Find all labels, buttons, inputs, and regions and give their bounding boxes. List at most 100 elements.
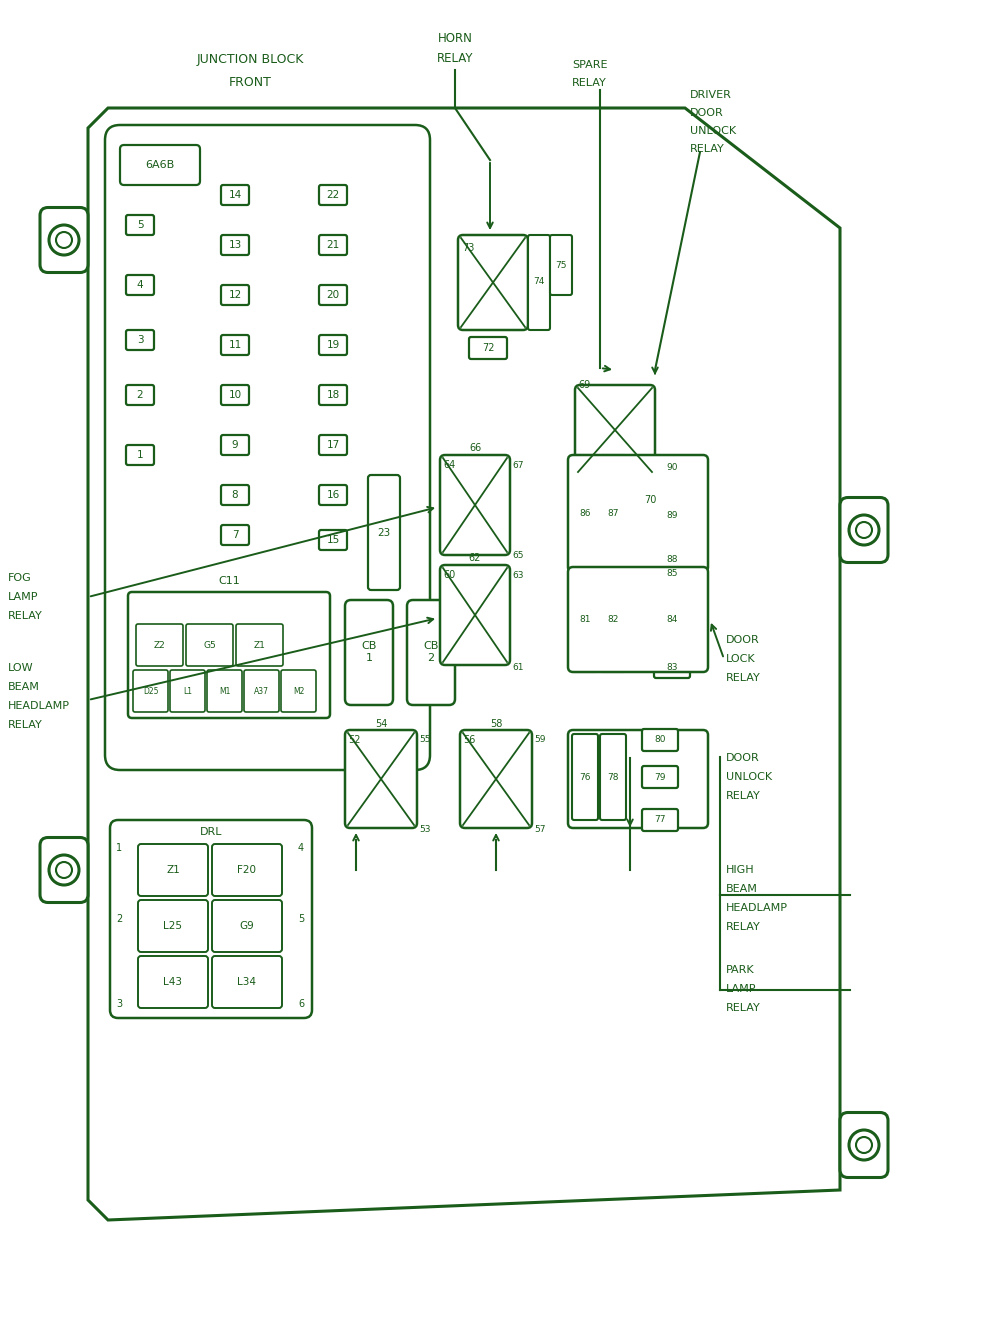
FancyBboxPatch shape	[407, 600, 455, 705]
FancyBboxPatch shape	[105, 125, 430, 770]
FancyBboxPatch shape	[126, 445, 154, 464]
Text: 79: 79	[655, 772, 666, 782]
FancyBboxPatch shape	[212, 900, 282, 951]
FancyBboxPatch shape	[345, 600, 393, 705]
Text: DRL: DRL	[199, 827, 222, 837]
Text: 55: 55	[419, 735, 431, 744]
FancyBboxPatch shape	[550, 235, 572, 295]
Text: 6: 6	[298, 999, 305, 1009]
FancyBboxPatch shape	[319, 235, 347, 255]
Text: RELAY: RELAY	[726, 1003, 761, 1013]
FancyBboxPatch shape	[212, 844, 282, 896]
Text: 16: 16	[326, 490, 339, 500]
Text: 63: 63	[512, 571, 524, 580]
Text: 17: 17	[326, 441, 339, 450]
FancyBboxPatch shape	[110, 820, 312, 1018]
Text: 12: 12	[228, 291, 242, 300]
FancyBboxPatch shape	[221, 235, 249, 255]
FancyBboxPatch shape	[244, 670, 279, 713]
Text: 1: 1	[116, 843, 122, 853]
FancyBboxPatch shape	[126, 215, 154, 235]
FancyBboxPatch shape	[126, 275, 154, 295]
Text: 60: 60	[443, 571, 455, 580]
FancyBboxPatch shape	[281, 670, 316, 713]
FancyBboxPatch shape	[600, 567, 626, 671]
FancyBboxPatch shape	[221, 184, 249, 204]
FancyBboxPatch shape	[345, 730, 417, 828]
Text: 4: 4	[137, 280, 143, 291]
FancyBboxPatch shape	[136, 624, 183, 666]
FancyBboxPatch shape	[221, 484, 249, 506]
Text: RELAY: RELAY	[726, 922, 761, 932]
Text: 76: 76	[579, 772, 591, 782]
Text: 56: 56	[463, 735, 475, 744]
Text: 5: 5	[298, 914, 305, 924]
Text: 74: 74	[534, 277, 545, 287]
Text: L34: L34	[237, 977, 257, 987]
Text: D25: D25	[143, 686, 159, 695]
FancyBboxPatch shape	[642, 766, 678, 788]
Text: 54: 54	[375, 719, 387, 729]
Text: 3: 3	[116, 999, 122, 1009]
FancyBboxPatch shape	[221, 525, 249, 545]
FancyBboxPatch shape	[654, 609, 690, 632]
Text: 77: 77	[655, 816, 666, 824]
Text: 75: 75	[556, 260, 566, 269]
FancyBboxPatch shape	[236, 624, 283, 666]
FancyBboxPatch shape	[128, 592, 330, 718]
Text: 83: 83	[667, 662, 678, 671]
Text: L1: L1	[183, 686, 192, 695]
Text: 8: 8	[232, 490, 238, 500]
Text: 73: 73	[462, 243, 474, 253]
Text: 19: 19	[326, 340, 339, 350]
Text: 90: 90	[667, 463, 678, 471]
FancyBboxPatch shape	[40, 837, 88, 902]
Text: 7: 7	[232, 529, 238, 540]
Text: 82: 82	[607, 614, 619, 624]
Text: 80: 80	[655, 735, 666, 744]
Text: DOOR: DOOR	[726, 636, 760, 645]
Text: 21: 21	[326, 240, 339, 249]
FancyBboxPatch shape	[133, 670, 168, 713]
FancyBboxPatch shape	[170, 670, 205, 713]
Text: LOW: LOW	[8, 664, 34, 673]
FancyBboxPatch shape	[572, 455, 598, 572]
Text: LAMP: LAMP	[726, 985, 757, 994]
Text: L25: L25	[164, 921, 183, 932]
FancyBboxPatch shape	[221, 385, 249, 405]
Text: BEAM: BEAM	[726, 884, 758, 894]
Text: HIGH: HIGH	[726, 865, 755, 874]
Text: 53: 53	[419, 825, 431, 835]
Text: 89: 89	[667, 511, 678, 519]
FancyBboxPatch shape	[319, 184, 347, 204]
Text: 88: 88	[667, 556, 678, 564]
Text: 59: 59	[534, 735, 546, 744]
Text: JUNCTION BLOCK: JUNCTION BLOCK	[196, 53, 304, 66]
FancyBboxPatch shape	[221, 285, 249, 305]
Text: HORN: HORN	[437, 32, 472, 45]
Text: RELAY: RELAY	[572, 78, 607, 88]
Text: 11: 11	[228, 340, 242, 350]
Text: 18: 18	[326, 390, 339, 399]
Text: HEADLAMP: HEADLAMP	[8, 701, 70, 711]
FancyBboxPatch shape	[633, 490, 668, 511]
Text: 70: 70	[644, 495, 656, 506]
Text: DOOR: DOOR	[726, 752, 760, 763]
FancyBboxPatch shape	[642, 729, 678, 751]
Text: 72: 72	[482, 342, 494, 353]
FancyBboxPatch shape	[221, 334, 249, 356]
FancyBboxPatch shape	[319, 484, 347, 506]
Text: 87: 87	[607, 508, 619, 518]
Text: A37: A37	[254, 686, 269, 695]
Text: G5: G5	[203, 641, 216, 649]
Text: DOOR: DOOR	[690, 107, 724, 118]
Text: 14: 14	[228, 190, 242, 200]
Text: L43: L43	[164, 977, 183, 987]
Text: Z2: Z2	[154, 641, 166, 649]
FancyBboxPatch shape	[568, 567, 708, 671]
FancyBboxPatch shape	[654, 504, 690, 525]
FancyBboxPatch shape	[572, 734, 598, 820]
FancyBboxPatch shape	[600, 734, 626, 820]
Text: RELAY: RELAY	[436, 52, 473, 65]
Text: 10: 10	[228, 390, 242, 399]
